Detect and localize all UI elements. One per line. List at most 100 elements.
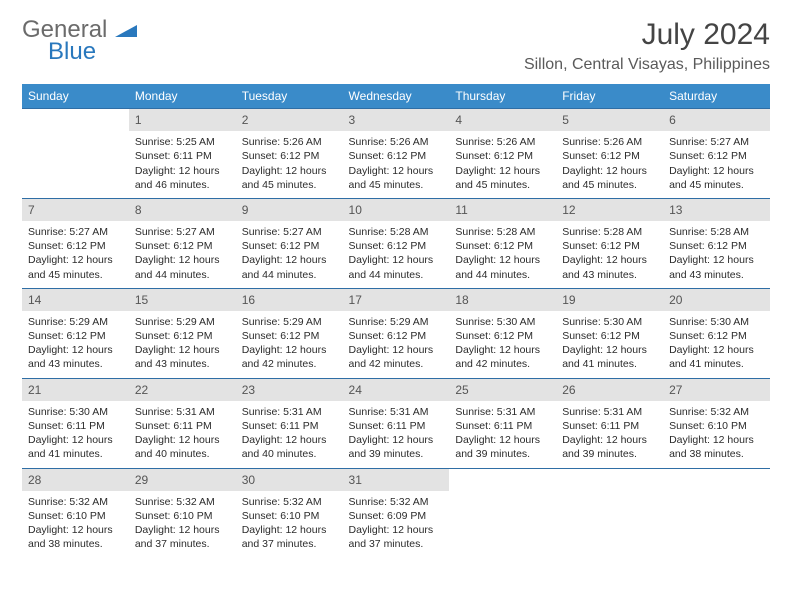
- calendar-day-cell: 15Sunrise: 5:29 AMSunset: 6:12 PMDayligh…: [129, 288, 236, 378]
- sunset-text: Sunset: 6:12 PM: [455, 149, 550, 163]
- logo-word-blue: Blue: [48, 40, 137, 64]
- daylight-text: Daylight: 12 hours and 41 minutes.: [28, 433, 123, 461]
- sunset-text: Sunset: 6:11 PM: [242, 419, 337, 433]
- calendar-week-row: 14Sunrise: 5:29 AMSunset: 6:12 PMDayligh…: [22, 288, 770, 378]
- sunset-text: Sunset: 6:12 PM: [562, 239, 657, 253]
- day-content: Sunrise: 5:32 AMSunset: 6:10 PMDaylight:…: [236, 491, 343, 558]
- day-number: 24: [343, 379, 450, 401]
- calendar-day-cell: 5 Sunrise: 5:26 AMSunset: 6:12 PMDaylight…: [556, 109, 663, 199]
- sunset-text: Sunset: 6:12 PM: [562, 329, 657, 343]
- day-content: Sunrise: 5:29 AMSunset: 6:12 PMDaylight:…: [236, 311, 343, 378]
- day-content: Sunrise: 5:29 AMSunset: 6:12 PMDaylight:…: [343, 311, 450, 378]
- daylight-text: Daylight: 12 hours and 39 minutes.: [349, 433, 444, 461]
- calendar-day-cell: 29Sunrise: 5:32 AMSunset: 6:10 PMDayligh…: [129, 468, 236, 557]
- daylight-text: Daylight: 12 hours and 38 minutes.: [28, 523, 123, 551]
- sunrise-text: Sunrise: 5:26 AM: [455, 135, 550, 149]
- sunrise-text: Sunrise: 5:27 AM: [28, 225, 123, 239]
- day-number: 23: [236, 379, 343, 401]
- sunrise-text: Sunrise: 5:29 AM: [28, 315, 123, 329]
- day-content: Sunrise: 5:32 AMSunset: 6:10 PMDaylight:…: [663, 401, 770, 468]
- day-number: 20: [663, 289, 770, 311]
- sunrise-text: Sunrise: 5:31 AM: [242, 405, 337, 419]
- day-content: Sunrise: 5:29 AMSunset: 6:12 PMDaylight:…: [22, 311, 129, 378]
- daylight-text: Daylight: 12 hours and 42 minutes.: [455, 343, 550, 371]
- daylight-text: Daylight: 12 hours and 45 minutes.: [349, 164, 444, 192]
- calendar-day-cell: [22, 109, 129, 199]
- calendar-table: Sunday Monday Tuesday Wednesday Thursday…: [22, 84, 770, 557]
- day-content: Sunrise: 5:31 AMSunset: 6:11 PMDaylight:…: [129, 401, 236, 468]
- daylight-text: Daylight: 12 hours and 44 minutes.: [135, 253, 230, 281]
- sunrise-text: Sunrise: 5:28 AM: [669, 225, 764, 239]
- day-number: 14: [22, 289, 129, 311]
- day-content: Sunrise: 5:30 AMSunset: 6:11 PMDaylight:…: [22, 401, 129, 468]
- sunset-text: Sunset: 6:11 PM: [135, 149, 230, 163]
- header: General Blue July 2024 Sillon, Central V…: [22, 18, 770, 74]
- weekday-header: Thursday: [449, 84, 556, 109]
- sunset-text: Sunset: 6:10 PM: [28, 509, 123, 523]
- calendar-day-cell: 12Sunrise: 5:28 AMSunset: 6:12 PMDayligh…: [556, 198, 663, 288]
- day-number: 8: [129, 199, 236, 221]
- sunrise-text: Sunrise: 5:29 AM: [135, 315, 230, 329]
- calendar-week-row: 28Sunrise: 5:32 AMSunset: 6:10 PMDayligh…: [22, 468, 770, 557]
- calendar-day-cell: 11Sunrise: 5:28 AMSunset: 6:12 PMDayligh…: [449, 198, 556, 288]
- day-content: Sunrise: 5:31 AMSunset: 6:11 PMDaylight:…: [236, 401, 343, 468]
- day-number: 1: [129, 109, 236, 131]
- daylight-text: Daylight: 12 hours and 40 minutes.: [242, 433, 337, 461]
- day-content: Sunrise: 5:26 AMSunset: 6:12 PMDaylight:…: [343, 131, 450, 198]
- sunset-text: Sunset: 6:12 PM: [562, 149, 657, 163]
- month-title: July 2024: [524, 18, 770, 52]
- calendar-day-cell: [556, 468, 663, 557]
- weekday-header: Tuesday: [236, 84, 343, 109]
- sunset-text: Sunset: 6:10 PM: [669, 419, 764, 433]
- daylight-text: Daylight: 12 hours and 37 minutes.: [349, 523, 444, 551]
- day-content: Sunrise: 5:28 AMSunset: 6:12 PMDaylight:…: [663, 221, 770, 288]
- day-content: Sunrise: 5:26 AMSunset: 6:12 PMDaylight:…: [236, 131, 343, 198]
- sunrise-text: Sunrise: 5:30 AM: [562, 315, 657, 329]
- day-content: Sunrise: 5:32 AMSunset: 6:10 PMDaylight:…: [22, 491, 129, 558]
- sunrise-text: Sunrise: 5:30 AM: [669, 315, 764, 329]
- sunrise-text: Sunrise: 5:26 AM: [349, 135, 444, 149]
- sunset-text: Sunset: 6:12 PM: [669, 149, 764, 163]
- sunset-text: Sunset: 6:10 PM: [242, 509, 337, 523]
- calendar-day-cell: 24Sunrise: 5:31 AMSunset: 6:11 PMDayligh…: [343, 378, 450, 468]
- calendar-day-cell: 18Sunrise: 5:30 AMSunset: 6:12 PMDayligh…: [449, 288, 556, 378]
- day-number: 25: [449, 379, 556, 401]
- sunset-text: Sunset: 6:12 PM: [135, 329, 230, 343]
- calendar-day-cell: 22Sunrise: 5:31 AMSunset: 6:11 PMDayligh…: [129, 378, 236, 468]
- calendar-day-cell: 4Sunrise: 5:26 AMSunset: 6:12 PMDaylight…: [449, 109, 556, 199]
- sunset-text: Sunset: 6:09 PM: [349, 509, 444, 523]
- daylight-text: Daylight: 12 hours and 44 minutes.: [349, 253, 444, 281]
- day-content: Sunrise: 5:32 AMSunset: 6:09 PMDaylight:…: [343, 491, 450, 558]
- calendar-day-cell: 17Sunrise: 5:29 AMSunset: 6:12 PMDayligh…: [343, 288, 450, 378]
- day-content: Sunrise: 5:28 AMSunset: 6:12 PMDaylight:…: [343, 221, 450, 288]
- day-number: 5: [556, 109, 663, 131]
- daylight-text: Daylight: 12 hours and 45 minutes.: [562, 164, 657, 192]
- day-content: Sunrise: 5:27 AMSunset: 6:12 PMDaylight:…: [129, 221, 236, 288]
- day-content: Sunrise: 5:28 AMSunset: 6:12 PMDaylight:…: [449, 221, 556, 288]
- sunrise-text: Sunrise: 5:29 AM: [242, 315, 337, 329]
- calendar-day-cell: 2Sunrise: 5:26 AMSunset: 6:12 PMDaylight…: [236, 109, 343, 199]
- day-content: Sunrise: 5:30 AMSunset: 6:12 PMDaylight:…: [556, 311, 663, 378]
- daylight-text: Daylight: 12 hours and 37 minutes.: [135, 523, 230, 551]
- sunset-text: Sunset: 6:10 PM: [135, 509, 230, 523]
- day-number: 19: [556, 289, 663, 311]
- calendar-day-cell: 19Sunrise: 5:30 AMSunset: 6:12 PMDayligh…: [556, 288, 663, 378]
- sunrise-text: Sunrise: 5:30 AM: [455, 315, 550, 329]
- day-number: 29: [129, 469, 236, 491]
- calendar-day-cell: 31Sunrise: 5:32 AMSunset: 6:09 PMDayligh…: [343, 468, 450, 557]
- calendar-day-cell: 28Sunrise: 5:32 AMSunset: 6:10 PMDayligh…: [22, 468, 129, 557]
- weekday-header: Sunday: [22, 84, 129, 109]
- calendar-day-cell: 3Sunrise: 5:26 AMSunset: 6:12 PMDaylight…: [343, 109, 450, 199]
- sunset-text: Sunset: 6:12 PM: [349, 239, 444, 253]
- sunrise-text: Sunrise: 5:26 AM: [562, 135, 657, 149]
- sunset-text: Sunset: 6:12 PM: [28, 239, 123, 253]
- sunset-text: Sunset: 6:12 PM: [242, 149, 337, 163]
- daylight-text: Daylight: 12 hours and 45 minutes.: [242, 164, 337, 192]
- sunrise-text: Sunrise: 5:28 AM: [562, 225, 657, 239]
- calendar-body: 1Sunrise: 5:25 AMSunset: 6:11 PMDaylight…: [22, 109, 770, 558]
- sunset-text: Sunset: 6:12 PM: [349, 329, 444, 343]
- sunset-text: Sunset: 6:12 PM: [28, 329, 123, 343]
- sunrise-text: Sunrise: 5:27 AM: [242, 225, 337, 239]
- day-number: 21: [22, 379, 129, 401]
- calendar-day-cell: 1Sunrise: 5:25 AMSunset: 6:11 PMDaylight…: [129, 109, 236, 199]
